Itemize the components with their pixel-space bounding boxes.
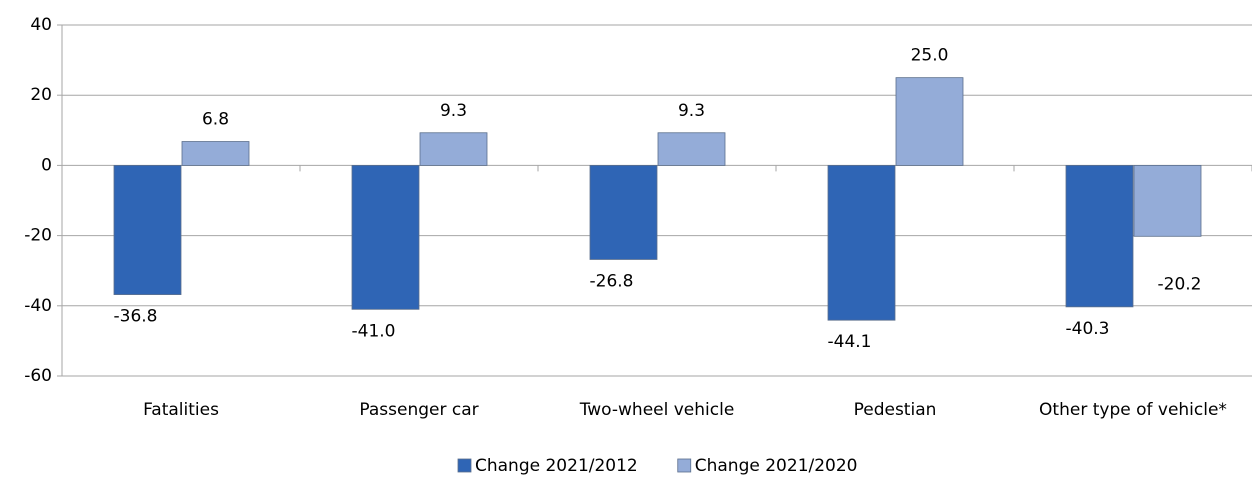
data-label: 25.0 (911, 46, 949, 66)
y-tick-label: 40 (30, 15, 52, 35)
bar (1133, 164, 1202, 237)
bar (657, 132, 726, 166)
y-tick-label: 0 (41, 155, 52, 175)
y-tick-label: -20 (24, 226, 52, 246)
bar (419, 132, 488, 166)
x-tick-label: Fatalities (143, 400, 219, 420)
legend-swatch (677, 458, 692, 473)
data-label: -41.0 (352, 321, 396, 341)
bar (895, 77, 964, 166)
legend-label: Change 2021/2012 (475, 456, 638, 476)
data-label: -40.3 (1066, 319, 1110, 339)
bar (181, 141, 250, 166)
x-tick-label: Passenger car (359, 400, 478, 420)
legend-swatch (457, 458, 472, 473)
x-tick-label: Two-wheel vehicle (579, 400, 735, 420)
bar (589, 164, 658, 260)
data-label: -26.8 (590, 271, 634, 291)
data-label: -20.2 (1158, 274, 1202, 294)
bar (1065, 164, 1134, 308)
data-label: 6.8 (202, 110, 229, 130)
x-tick-label: Pedestian (854, 400, 937, 420)
data-label: -44.1 (828, 332, 872, 352)
data-label: 9.3 (440, 101, 467, 121)
bar (351, 164, 420, 310)
bar (113, 164, 182, 295)
y-tick-label: -60 (24, 366, 52, 386)
data-label: 9.3 (678, 101, 705, 121)
x-tick-label: Other type of vehicle* (1039, 400, 1227, 420)
bar (827, 164, 896, 321)
data-label: -36.8 (114, 307, 158, 327)
y-tick-label: -40 (24, 296, 52, 316)
y-tick-label: 20 (30, 85, 52, 105)
legend-label: Change 2021/2020 (695, 456, 858, 476)
